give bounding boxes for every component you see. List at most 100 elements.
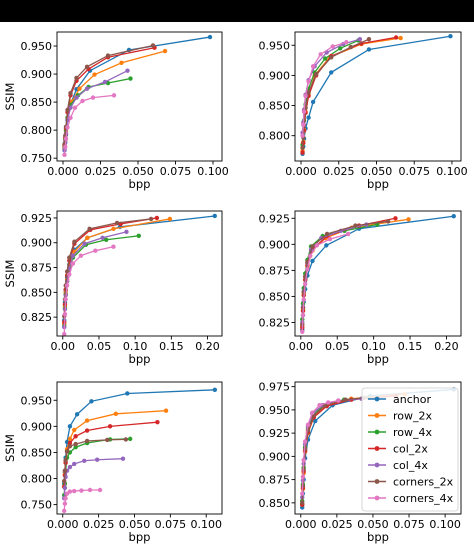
data-point-corners-2x [65, 107, 70, 113]
data-point-col-2x [107, 424, 113, 429]
y-tick-label: 0.875 [259, 474, 291, 487]
data-point-corners-2x [313, 72, 319, 77]
x-tick-label: 0.10 [361, 340, 386, 353]
legend-entry-col-4x: col_4x [393, 459, 428, 472]
data-point-col-4x [84, 86, 90, 91]
data-point-corners-4x [301, 122, 306, 128]
data-point-corners-4x [93, 248, 98, 253]
data-point-corners-4x [301, 457, 306, 463]
data-point-corners-2x [84, 438, 90, 444]
data-point-corners-4x [67, 489, 73, 494]
chart-panel-2: 0.000 0.025 0.050 0.075 0.100 0.800 0.850 0.900… [259, 31, 468, 191]
x-axis-label: bpp [129, 530, 151, 544]
x-tick-label: 0.15 [159, 340, 184, 353]
legend-box [361, 387, 459, 512]
y-tick-label: 0.800 [21, 473, 53, 486]
data-point-corners-2x [105, 437, 110, 443]
x-tick-label: 0.20 [434, 340, 459, 353]
data-point-col-4x [100, 235, 105, 240]
y-tick-label: 0.950 [259, 404, 291, 417]
data-point-corners-4x [302, 439, 308, 444]
data-point-corners-2x [114, 220, 120, 226]
data-point-row-4x [73, 445, 78, 450]
data-point-anchor [310, 258, 315, 264]
series-line-row-2x [301, 218, 409, 326]
data-point-row-2x [67, 436, 73, 442]
data-point-corners-2x [324, 231, 330, 237]
data-point-corners-4x [80, 98, 85, 104]
plot-frame [56, 210, 223, 337]
data-point-corners-2x [84, 64, 90, 69]
data-point-row-4x [338, 46, 343, 51]
data-point-row-2x [167, 216, 173, 222]
data-point-anchor [324, 243, 329, 248]
x-tick-label: 0.050 [122, 165, 154, 178]
series-line-col-2x [63, 421, 158, 487]
data-point-corners-4x [306, 79, 311, 84]
data-point-corners-2x [63, 458, 68, 463]
series-line-corners-4x [301, 399, 339, 494]
y-tick-label: 0.950 [21, 40, 53, 53]
data-point-row-2x [111, 226, 116, 232]
data-point-corners-4x [308, 253, 313, 258]
data-point-col-2x [84, 428, 90, 433]
data-point-row-2x [113, 411, 119, 417]
data-point-corners-2x [87, 226, 92, 232]
x-tick-label: 0.00 [289, 340, 314, 353]
plot-frame [294, 210, 462, 337]
data-point-col-4x [125, 68, 130, 73]
legend-entry-corners-2x: corners_2x [393, 476, 454, 489]
data-point-col-4x [68, 105, 73, 110]
data-point-corners-4x [62, 152, 67, 158]
data-point-corners-4x [301, 297, 306, 302]
x-tick-label: 0.075 [398, 165, 430, 178]
data-point-anchor [212, 213, 217, 219]
data-point-corners-4x [302, 281, 308, 287]
x-tick-label: 0.025 [323, 165, 355, 178]
data-point-col-2x [73, 434, 78, 439]
x-axis-label: bpp [367, 530, 389, 544]
data-point-corners-2x [73, 441, 78, 447]
data-point-anchor [125, 391, 130, 396]
data-point-corners-4x [67, 272, 72, 277]
data-point-anchor [67, 424, 73, 429]
data-point-corners-4x [330, 44, 335, 49]
data-point-corners-2x [300, 500, 305, 506]
data-point-corners-2x [329, 55, 334, 60]
data-point-corners-4x [305, 422, 311, 427]
data-point-row-2x [163, 408, 169, 413]
data-point-corners-4x [62, 501, 68, 506]
legend-swatch-marker [374, 429, 380, 435]
x-tick-label: 0.10 [123, 340, 148, 353]
series-line-corners-2x [63, 218, 152, 317]
data-point-corners-4x [310, 64, 316, 69]
series-line-anchor [63, 36, 211, 151]
y-tick-label: 0.750 [21, 152, 53, 165]
data-point-anchor [366, 47, 372, 52]
data-point-anchor [451, 214, 456, 219]
x-tick-label: 0.025 [85, 165, 117, 178]
data-point-anchor [74, 412, 80, 417]
data-point-corners-2x [385, 219, 391, 224]
data-point-corners-4x [305, 267, 310, 272]
data-point-row-4x [136, 233, 141, 238]
legend-entry-row-2x: row_2x [393, 410, 433, 423]
legend-entry-corners-4x: corners_4x [393, 492, 454, 505]
legend-entry-col-2x: col_2x [393, 443, 428, 456]
y-tick-label: 0.900 [259, 238, 291, 251]
data-point-corners-2x [300, 145, 305, 150]
y-tick-label: 0.875 [259, 264, 291, 277]
plot-frame [56, 381, 223, 515]
data-point-col-4x [120, 456, 126, 461]
data-point-corners-2x [64, 449, 70, 454]
y-tick-label: 0.950 [259, 39, 291, 52]
data-point-corners-4x [317, 403, 322, 408]
data-point-corners-4x [345, 231, 351, 237]
top-black-bar [0, 0, 474, 22]
data-point-corners-2x [306, 90, 311, 95]
series-line-col-2x [63, 217, 157, 323]
data-point-anchor [207, 34, 213, 40]
chart-panel-4: 0.00 0.05 0.10 0.15 0.20 0.825 0.850 0.875 0.900… [259, 210, 462, 366]
data-point-row-2x [85, 235, 90, 240]
